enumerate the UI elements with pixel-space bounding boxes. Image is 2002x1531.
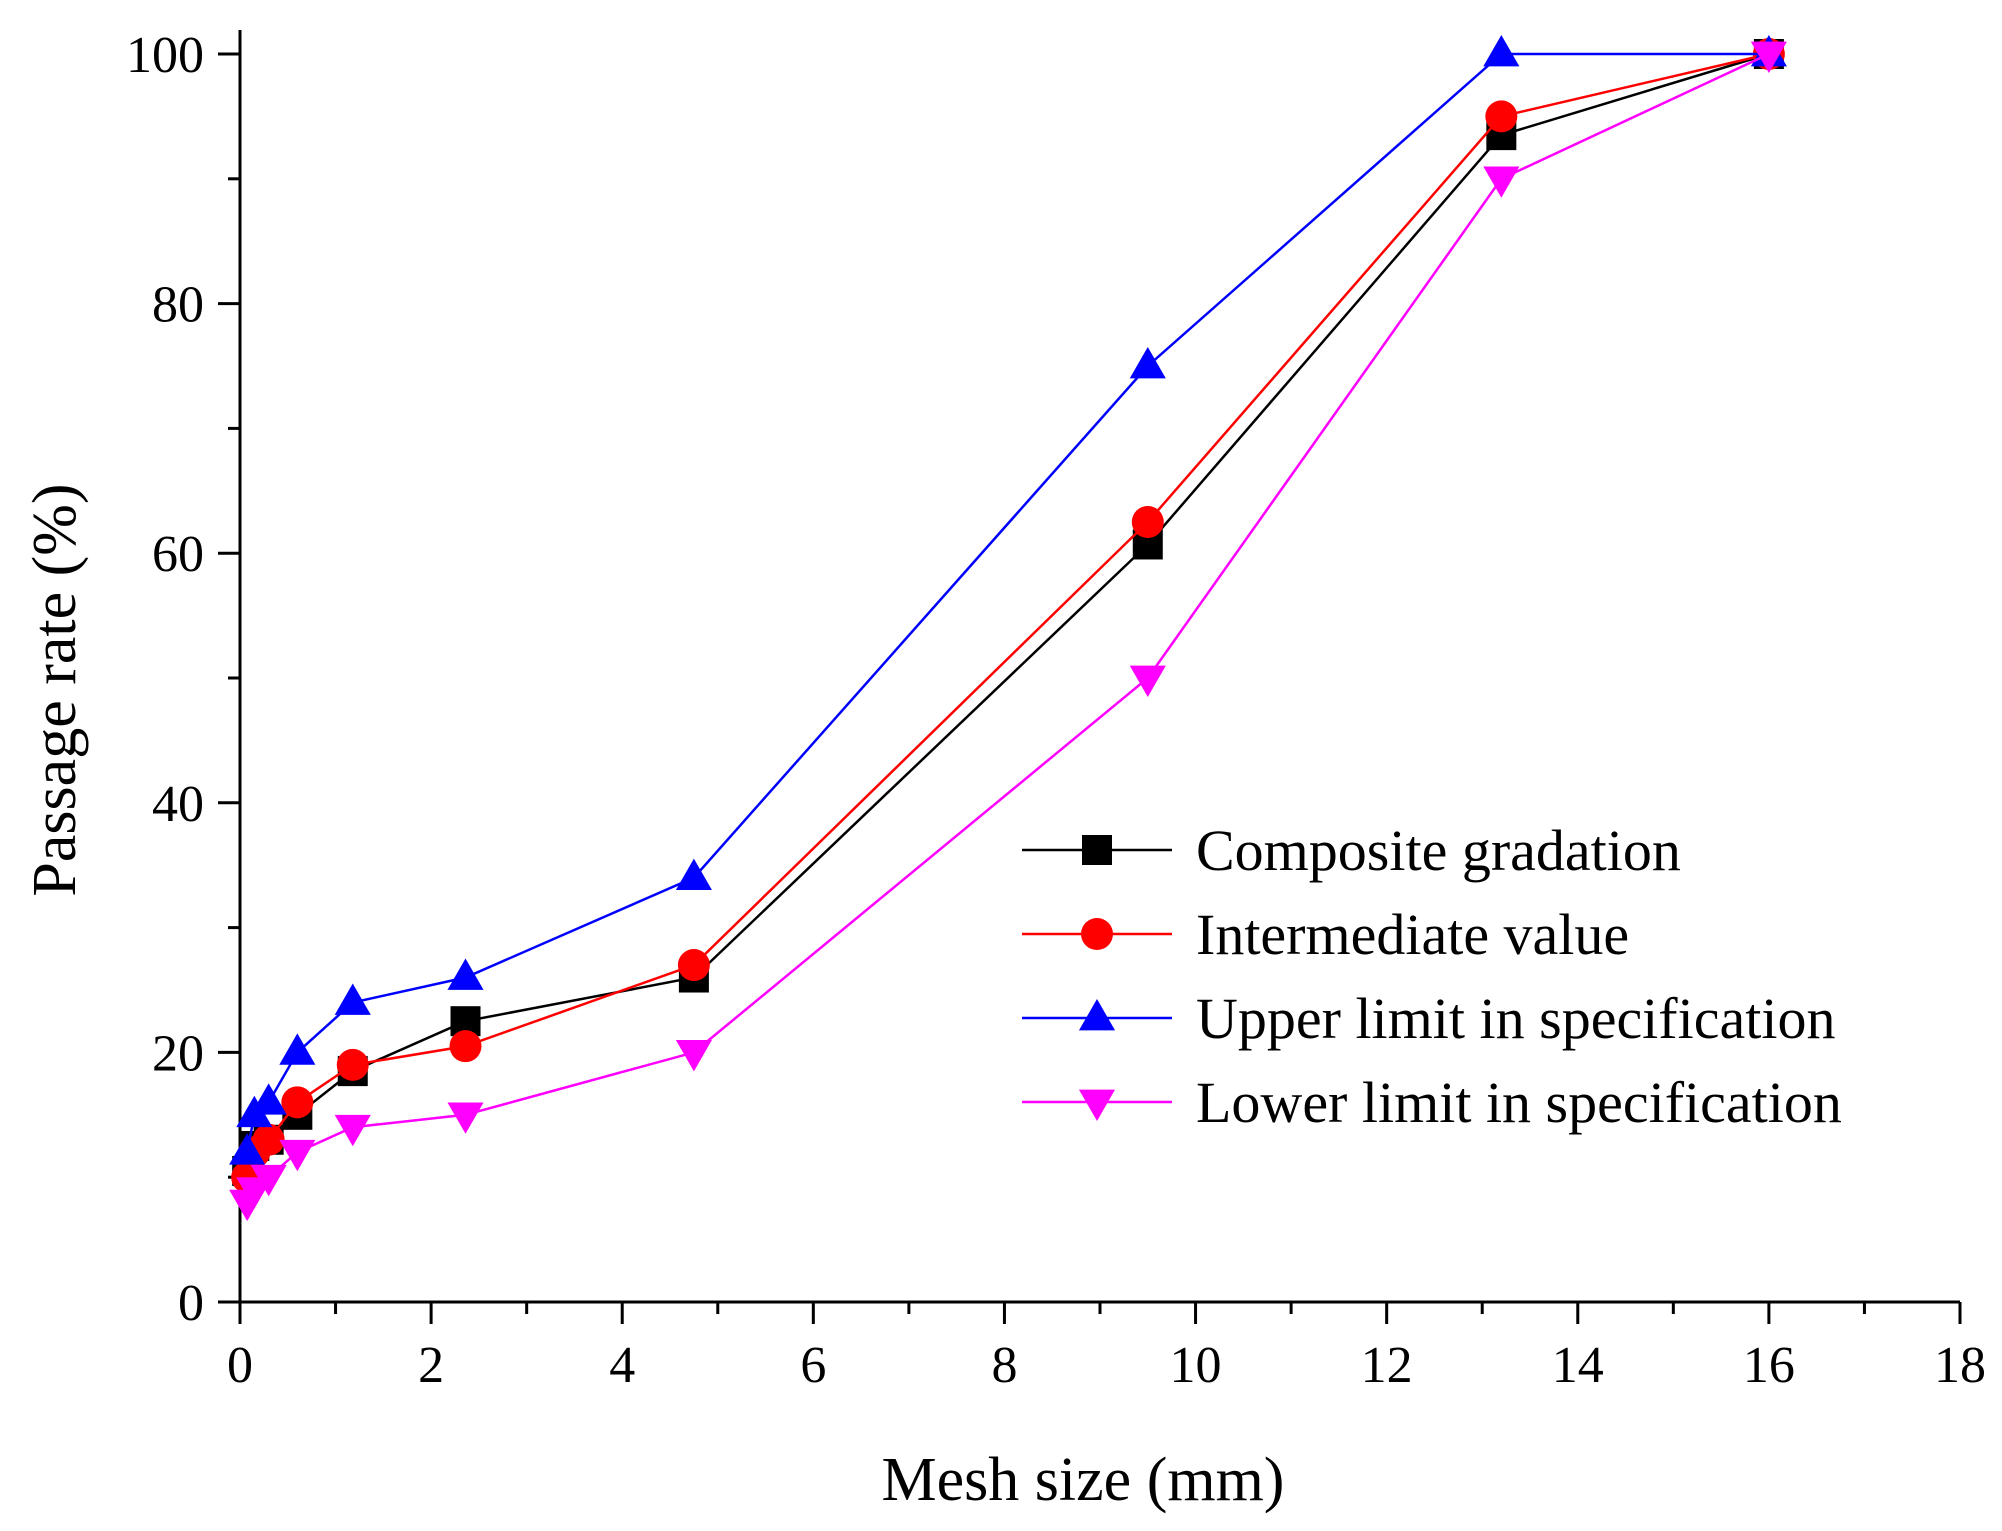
data-point	[1129, 665, 1166, 697]
data-point	[447, 1102, 484, 1134]
x-tick-label: 8	[991, 1337, 1017, 1394]
data-point	[1131, 506, 1164, 538]
data-point	[279, 1033, 316, 1065]
y-axis-title: Passage rate (%)	[21, 483, 89, 896]
legend-label: Upper limit in specification	[1196, 986, 1835, 1051]
legend-marker	[1078, 999, 1116, 1031]
legend-entry: Composite gradation	[1022, 818, 1681, 883]
data-point	[447, 958, 484, 990]
y-tick-label: 20	[152, 1025, 204, 1082]
legend: Composite gradation Intermediate value Upp…	[1022, 818, 1842, 1135]
y-tick-label: 100	[126, 27, 204, 84]
x-tick-label: 18	[1934, 1337, 1986, 1394]
y-tick-label: 60	[152, 526, 204, 583]
data-point	[229, 1133, 266, 1165]
data-point	[1750, 41, 1787, 73]
x-tick-label: 16	[1743, 1337, 1795, 1394]
data-point	[1485, 100, 1518, 133]
legend-marker	[1081, 918, 1113, 950]
data-point	[675, 1040, 712, 1072]
legend-entry: Lower limit in specification	[1022, 1070, 1842, 1135]
legend-marker	[1078, 1089, 1116, 1121]
legend-marker	[1082, 835, 1112, 865]
series-lower-limit-in-specification	[229, 41, 1787, 1222]
legend-entry: Upper limit in specification	[1022, 986, 1835, 1051]
x-tick-label: 0	[227, 1337, 253, 1394]
x-tick-label: 12	[1361, 1337, 1413, 1394]
y-tick-label: 40	[152, 776, 204, 833]
data-point	[1483, 35, 1520, 67]
data-point	[334, 983, 371, 1015]
data-point	[449, 1030, 482, 1063]
data-point	[250, 1083, 287, 1115]
legend-entry: Intermediate value	[1022, 902, 1629, 967]
data-point	[675, 858, 712, 891]
series-upper-limit-in-specification	[229, 35, 1787, 1165]
x-tick-label: 6	[800, 1337, 826, 1394]
data-point	[334, 1114, 371, 1147]
data-point	[279, 1139, 316, 1172]
data-point	[281, 1086, 314, 1119]
y-tick-label: 0	[178, 1275, 204, 1332]
data-point	[336, 1048, 369, 1081]
x-tick-label: 2	[418, 1337, 444, 1394]
series-intermediate-value	[231, 38, 1785, 1194]
x-axis-title: Mesh size (mm)	[882, 1446, 1285, 1514]
legend-label: Intermediate value	[1196, 902, 1629, 967]
series-layer	[229, 35, 1787, 1222]
data-point	[1129, 347, 1166, 379]
x-tick-label: 14	[1552, 1337, 1604, 1394]
data-point	[1483, 166, 1520, 198]
y-tick-label: 80	[152, 277, 204, 334]
data-point	[250, 1164, 287, 1197]
data-point	[677, 949, 710, 982]
x-tick-label: 10	[1170, 1337, 1222, 1394]
axes: 0 2 4 6 8 10 12 14 16 18 0 20 40 60 80 100	[126, 27, 1986, 1394]
legend-label: Lower limit in specification	[1196, 1070, 1842, 1135]
legend-label: Composite gradation	[1196, 818, 1681, 883]
x-tick-label: 4	[609, 1337, 635, 1394]
data-point	[252, 1123, 285, 1156]
